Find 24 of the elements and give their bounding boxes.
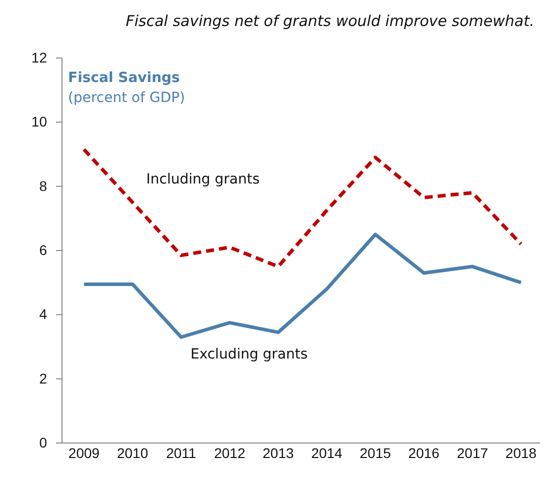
- chart-title: Fiscal savings net of grants would improve somewhat.: [126, 12, 534, 30]
- line-series: [82, 232, 523, 339]
- x-tick-label: 2010: [116, 445, 148, 461]
- y-tick-label: 10: [31, 114, 48, 130]
- x-tick-label: 2017: [456, 445, 488, 461]
- annotation: (percent of GDP): [68, 90, 186, 106]
- x-tick-label: 2009: [68, 445, 100, 461]
- x-tick-label: 2011: [166, 445, 196, 461]
- x-tick-label: 2012: [214, 445, 246, 461]
- x-tick-label: 2016: [408, 445, 440, 461]
- annotation: Fiscal Savings: [68, 70, 180, 86]
- series-label: Including grants: [146, 172, 260, 188]
- y-tick-label: 8: [39, 178, 48, 194]
- y-tick-label: 4: [39, 306, 48, 322]
- x-tick-label: 2013: [262, 445, 294, 461]
- x-tick-label: 2018: [505, 445, 537, 461]
- y-tick-label: 6: [39, 242, 48, 258]
- x-tick-label: 2015: [360, 445, 392, 461]
- line-series: [82, 148, 523, 268]
- x-tick-label: 2014: [311, 445, 343, 461]
- y-tick-label: 2: [39, 370, 48, 386]
- y-tick-label: 0: [39, 434, 48, 450]
- series-label: Excluding grants: [190, 346, 308, 363]
- y-tick-label: 12: [31, 49, 48, 66]
